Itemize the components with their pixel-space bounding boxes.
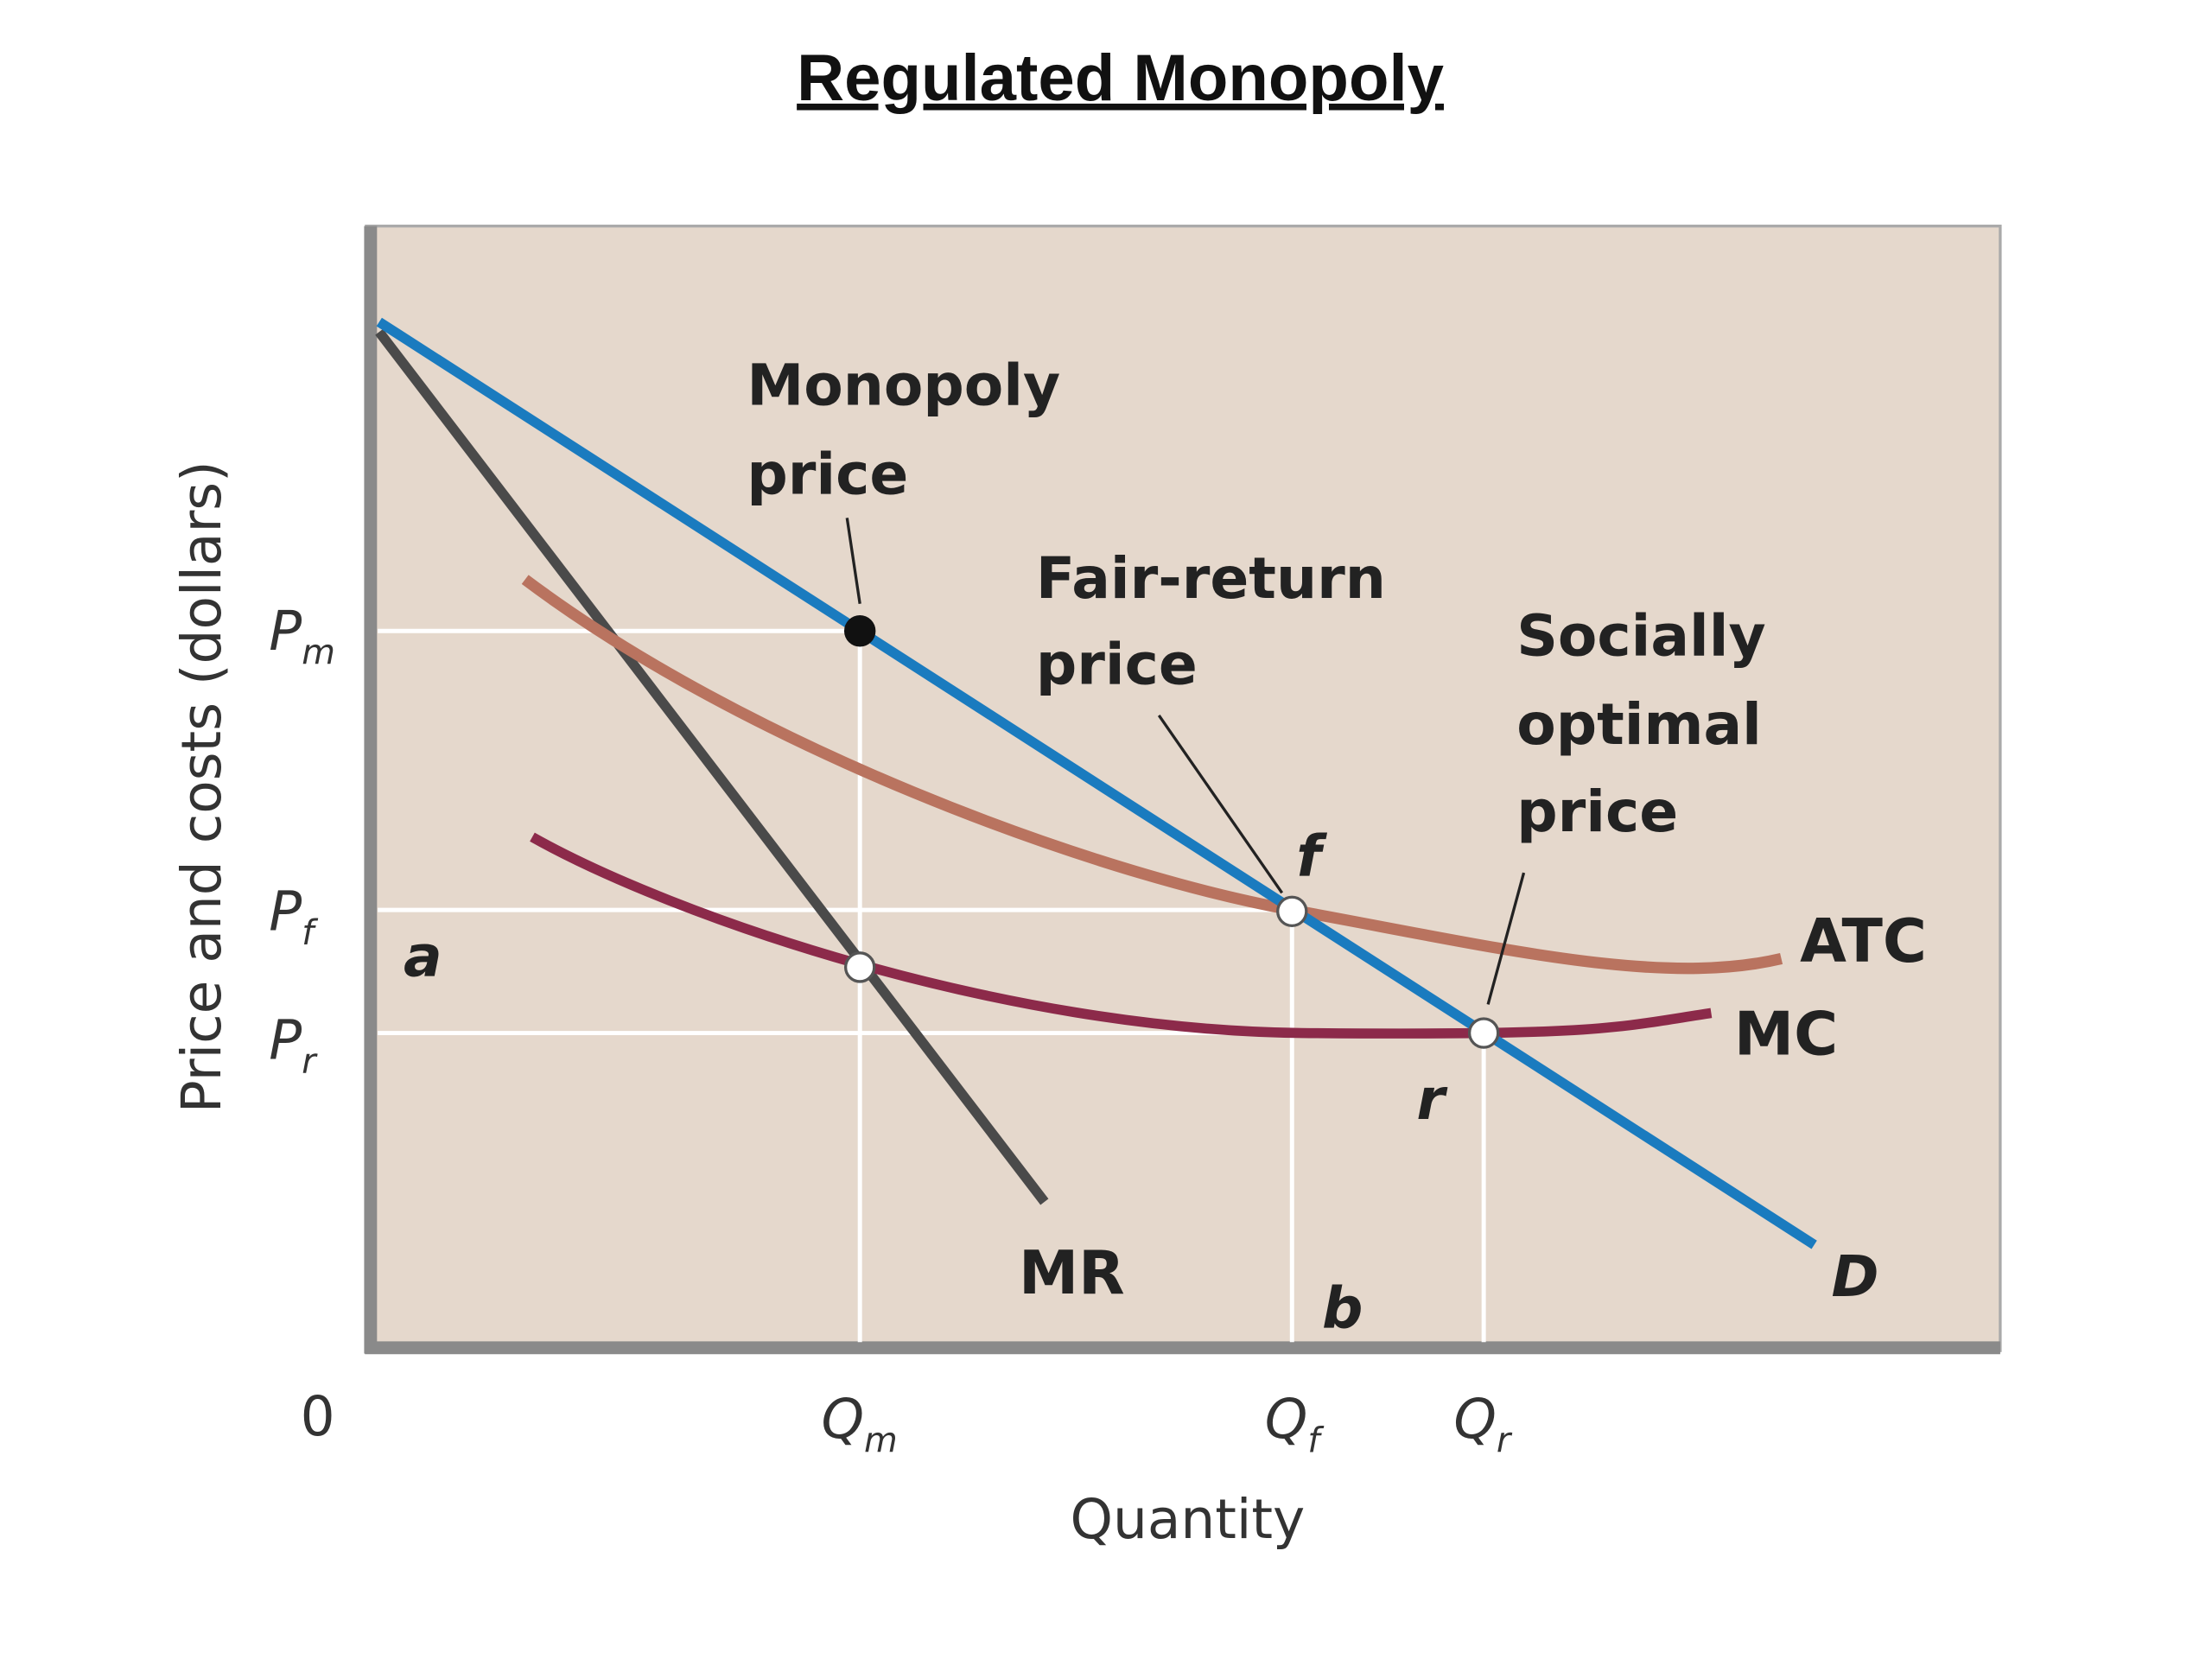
monopoly-point	[843, 615, 876, 647]
x-axis-label: Quantity	[1070, 1488, 1305, 1551]
plot-area	[365, 224, 2002, 1352]
mr-curve	[375, 328, 1049, 1205]
annotation: Fair-return price	[1036, 545, 1406, 697]
guide-lines	[378, 628, 1486, 1343]
fair-return-point	[1276, 895, 1308, 928]
point-label: a	[404, 923, 442, 989]
x-tick-label: Qm	[821, 1388, 897, 1461]
point-label: r	[1416, 1066, 1448, 1133]
title: Regulated Monopoly	[797, 41, 1444, 115]
mc-curve	[530, 832, 1713, 1039]
demand-curve	[376, 317, 1817, 1249]
y-axis-label: Price and costs (dollars)	[170, 461, 233, 1113]
socially-optimal-point	[1467, 1017, 1500, 1049]
x-tick-label: Qr	[1453, 1388, 1513, 1461]
atc-curve	[521, 575, 1783, 975]
curve-label: MC	[1734, 999, 1838, 1069]
x-tick-label: 0	[301, 1385, 335, 1448]
annotation: Socially optimal price	[1516, 602, 1785, 845]
y-tick-label: Pr	[269, 1008, 318, 1082]
leader-lines	[845, 518, 1526, 1005]
point-label: b	[1322, 1275, 1363, 1342]
y-tick-label: Pf	[269, 880, 318, 953]
curve-label: D	[1832, 1243, 1879, 1310]
mr-mc-point	[843, 951, 876, 983]
annotation: Monopoly price	[747, 353, 1080, 508]
y-tick-label: Pm	[269, 600, 335, 673]
curve-label: ATC	[1800, 906, 1927, 976]
x-tick-label: Qf	[1265, 1388, 1325, 1461]
curve-label: MR	[1019, 1238, 1125, 1308]
